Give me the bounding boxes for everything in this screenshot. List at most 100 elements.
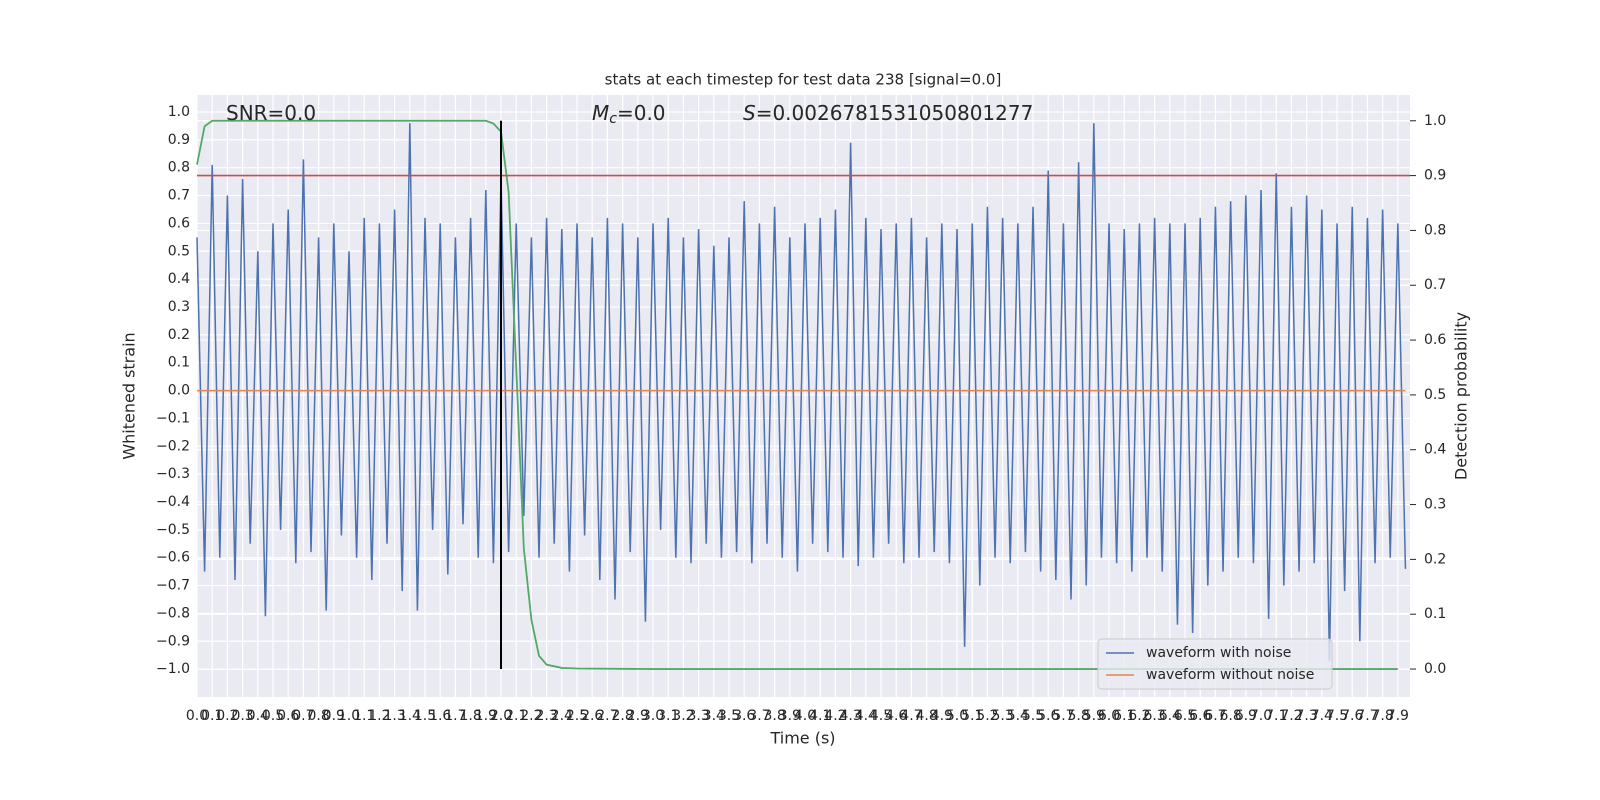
y-tick-label: −0.2 <box>156 438 190 454</box>
legend-box <box>1097 638 1333 690</box>
y2-tick-label: 0.8 <box>1424 222 1446 238</box>
x-tick-label: 5.9 <box>1083 708 1105 724</box>
y2-tick-label: 0.4 <box>1424 442 1446 458</box>
legend-label: waveform without noise <box>1146 667 1314 683</box>
y-tick-label: −0.1 <box>156 410 190 426</box>
y-axis-label: Whitened strain <box>120 332 139 459</box>
x-tick-label: 3.9 <box>779 708 801 724</box>
y-tick-label: 1.0 <box>168 104 190 120</box>
annotation-text: =0.0 <box>617 101 666 125</box>
y2-tick-label: 0.2 <box>1424 551 1446 567</box>
y-tick-label: 0.1 <box>168 355 190 371</box>
x-tick-label: 4.7 <box>900 708 922 724</box>
x-tick-label: 4.8 <box>915 708 937 724</box>
y2-tick-label: 0.5 <box>1424 387 1446 403</box>
x-tick-label: 2.2 <box>520 708 542 724</box>
x-tick-label: 6.9 <box>1235 708 1257 724</box>
x-tick-label: 1.9 <box>475 708 497 724</box>
annotation: SNR=0.0 <box>226 101 316 125</box>
y-tick-label: 0.2 <box>168 327 190 343</box>
annotation: Mc=0.0 <box>592 101 666 128</box>
x-tick-label: 3.7 <box>748 708 770 724</box>
y-tick-label: 0.6 <box>168 215 190 231</box>
x-tick-label: 0.1 <box>201 708 223 724</box>
x-tick-label: 4.9 <box>931 708 953 724</box>
x-tick-label: 1.1 <box>353 708 375 724</box>
x-tick-label: 7.4 <box>1311 708 1333 724</box>
x-tick-label: 0.5 <box>262 708 284 724</box>
x-tick-label: 5.3 <box>991 708 1013 724</box>
x-tick-label: 0.6 <box>277 708 299 724</box>
x-tick-label: 4.0 <box>794 708 816 724</box>
x-tick-label: 5.2 <box>976 708 998 724</box>
x-tick-label: 1.7 <box>444 708 466 724</box>
x-tick-label: 7.8 <box>1372 708 1394 724</box>
x-tick-label: 7.9 <box>1387 708 1409 724</box>
x-tick-label: 7.5 <box>1326 708 1348 724</box>
y2-axis-label: Detection probability <box>1452 312 1471 480</box>
x-tick-label: 3.0 <box>642 708 664 724</box>
x-tick-label: 2.5 <box>566 708 588 724</box>
y-tick-label: 0.4 <box>168 271 190 287</box>
x-tick-label: 2.1 <box>505 708 527 724</box>
x-tick-label: 0.9 <box>323 708 345 724</box>
x-tick-label: 1.0 <box>338 708 360 724</box>
x-tick-label: 1.4 <box>399 708 421 724</box>
y2-tick-label: 0.7 <box>1424 277 1446 293</box>
x-tick-label: 6.0 <box>1098 708 1120 724</box>
x-tick-label: 0.4 <box>247 708 269 724</box>
x-tick-label: 4.2 <box>824 708 846 724</box>
x-tick-label: 1.3 <box>383 708 405 724</box>
x-tick-label: 7.2 <box>1280 708 1302 724</box>
x-tick-label: 5.6 <box>1037 708 1059 724</box>
x-tick-label: 0.0 <box>186 708 208 724</box>
legend-label: waveform with noise <box>1146 645 1291 661</box>
x-tick-label: 0.2 <box>216 708 238 724</box>
x-tick-label: 6.8 <box>1220 708 1242 724</box>
x-tick-label: 3.4 <box>703 708 725 724</box>
y-tick-label: −0.7 <box>156 578 190 594</box>
annotation-symbol: M <box>592 101 609 125</box>
x-tick-label: 0.8 <box>307 708 329 724</box>
y-tick-label: −0.6 <box>156 550 190 566</box>
x-tick-label: 4.6 <box>885 708 907 724</box>
annotation-text: =0.0026781531050801277 <box>756 101 1034 125</box>
y-tick-label: −0.5 <box>156 522 190 538</box>
y-tick-label: 0.0 <box>168 383 190 399</box>
annotation-symbol: S <box>743 101 756 125</box>
x-axis-label: Time (s) <box>769 729 835 748</box>
x-tick-label: 2.9 <box>627 708 649 724</box>
x-tick-label: 4.3 <box>839 708 861 724</box>
x-tick-label: 6.2 <box>1128 708 1150 724</box>
x-tick-label: 1.6 <box>429 708 451 724</box>
y-tick-label: −0.4 <box>156 494 190 510</box>
x-tick-label: 7.6 <box>1341 708 1363 724</box>
x-tick-label: 3.3 <box>687 708 709 724</box>
x-tick-label: 6.7 <box>1204 708 1226 724</box>
y-tick-label: −0.8 <box>156 605 190 621</box>
x-tick-label: 0.7 <box>292 708 314 724</box>
x-tick-label: 5.4 <box>1007 708 1029 724</box>
y-tick-label: 0.3 <box>168 299 190 315</box>
x-tick-label: 1.2 <box>368 708 390 724</box>
x-tick-label: 3.8 <box>763 708 785 724</box>
x-tick-label: 6.4 <box>1159 708 1181 724</box>
x-tick-label: 4.1 <box>809 708 831 724</box>
x-tick-label: 2.3 <box>535 708 557 724</box>
x-tick-label: 5.5 <box>1022 708 1044 724</box>
x-tick-label: 6.1 <box>1113 708 1135 724</box>
x-tick-label: 7.1 <box>1265 708 1287 724</box>
x-tick-label: 6.6 <box>1189 708 1211 724</box>
y2-tick-label: 0.1 <box>1424 606 1446 622</box>
annotation-text: SNR=0.0 <box>226 101 316 125</box>
x-tick-label: 4.4 <box>855 708 877 724</box>
x-tick-label: 5.7 <box>1052 708 1074 724</box>
x-tick-label: 5.1 <box>961 708 983 724</box>
x-tick-label: 6.5 <box>1174 708 1196 724</box>
y-tick-label: 0.7 <box>168 188 190 204</box>
x-tick-label: 1.8 <box>459 708 481 724</box>
x-tick-label: 5.0 <box>946 708 968 724</box>
x-tick-label: 2.4 <box>551 708 573 724</box>
x-tick-label: 5.8 <box>1067 708 1089 724</box>
